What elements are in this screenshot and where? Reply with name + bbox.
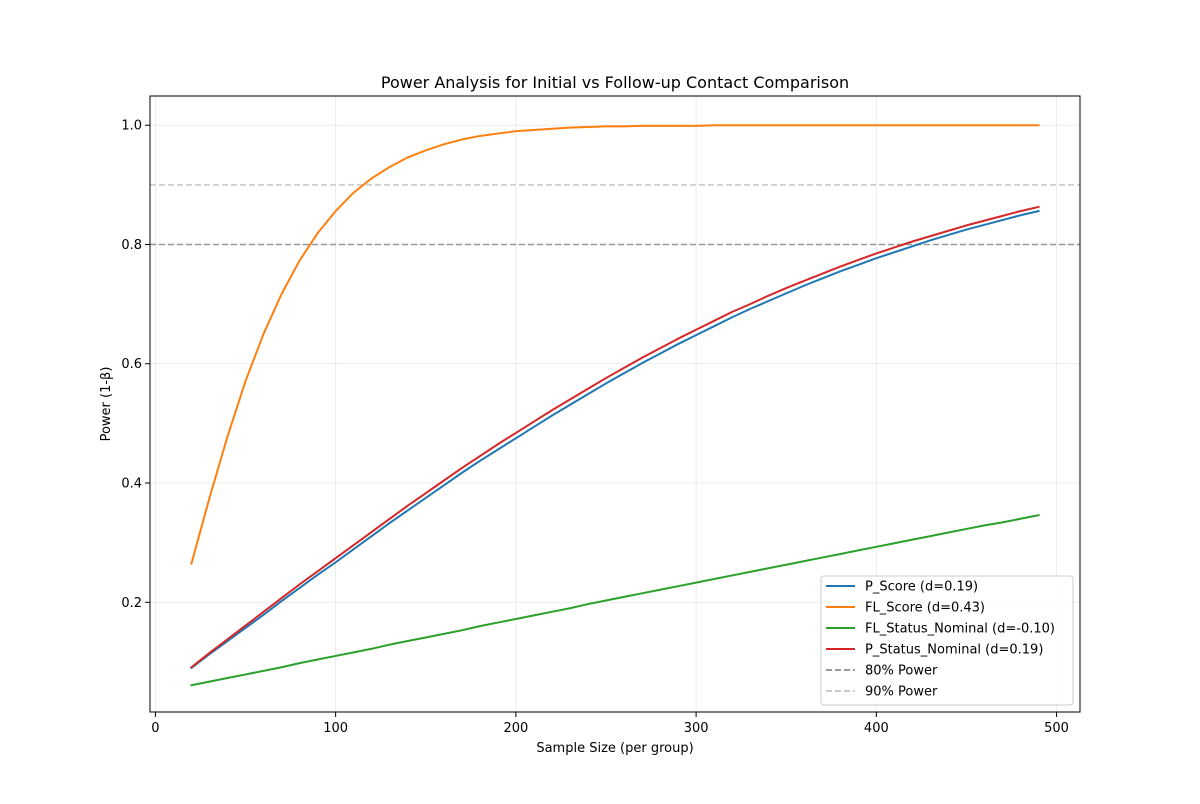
legend-label: 90% Power: [865, 685, 938, 700]
x-tick-label: 100: [323, 721, 348, 736]
legend-label: FL_Status_Nominal (d=-0.10): [865, 622, 1055, 637]
x-tick-label: 500: [1044, 721, 1069, 736]
legend-label: 80% Power: [865, 664, 938, 679]
series-line-4: [190, 205, 1040, 669]
series-line-2: [190, 124, 1040, 565]
y-tick-label: 0.8: [121, 238, 142, 253]
series-layer: [190, 124, 1040, 687]
legend-box: [820, 575, 1074, 706]
y-tick-label: 0.4: [121, 477, 142, 492]
reference-lines-layer: [150, 184, 1080, 246]
ticks-layer: 0 100 200 300 400 500 0.2 0.4 0.6 0.8 1.0: [121, 119, 1069, 736]
legend-label: P_Status_Nominal (d=0.19): [865, 643, 1043, 658]
plot-frame: [149, 95, 1081, 713]
legend-label: FL_Score (d=0.43): [865, 601, 985, 616]
legend: P_Score (d=0.19) FL_Score (d=0.43) FL_Stat…: [820, 575, 1074, 706]
chart-title: Power Analysis for Initial vs Follow-up …: [381, 73, 849, 92]
x-tick-label: 0: [151, 721, 159, 736]
y-axis-label: Power (1-β): [99, 367, 114, 442]
series-line-1: [190, 209, 1040, 670]
y-tick-label: 0.6: [121, 357, 142, 372]
x-axis-label: Sample Size (per group): [536, 741, 693, 756]
legend-label: P_Score (d=0.19): [865, 580, 978, 595]
y-tick-label: 1.0: [121, 119, 142, 134]
y-tick-label: 0.2: [121, 596, 142, 611]
series-line-3: [190, 514, 1040, 687]
x-tick-label: 200: [503, 721, 528, 736]
x-tick-label: 400: [864, 721, 889, 736]
x-tick-label: 300: [684, 721, 709, 736]
